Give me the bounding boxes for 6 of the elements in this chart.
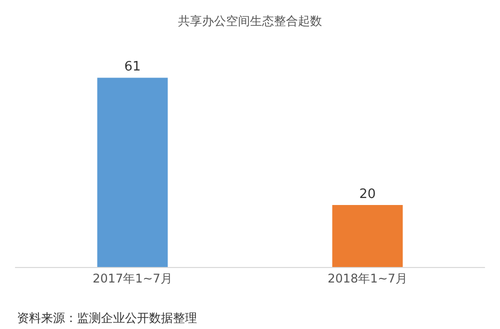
chart-title: 共享办公空间生态整合起数 bbox=[178, 14, 322, 28]
x-tick-label: 2017年1~7月 bbox=[92, 271, 172, 286]
x-tick-label: 2018年1~7月 bbox=[328, 271, 408, 286]
data-label: 61 bbox=[124, 60, 141, 75]
data-label: 20 bbox=[359, 186, 376, 202]
text: 资料来源：监测企业公开数据整理 bbox=[17, 311, 197, 325]
